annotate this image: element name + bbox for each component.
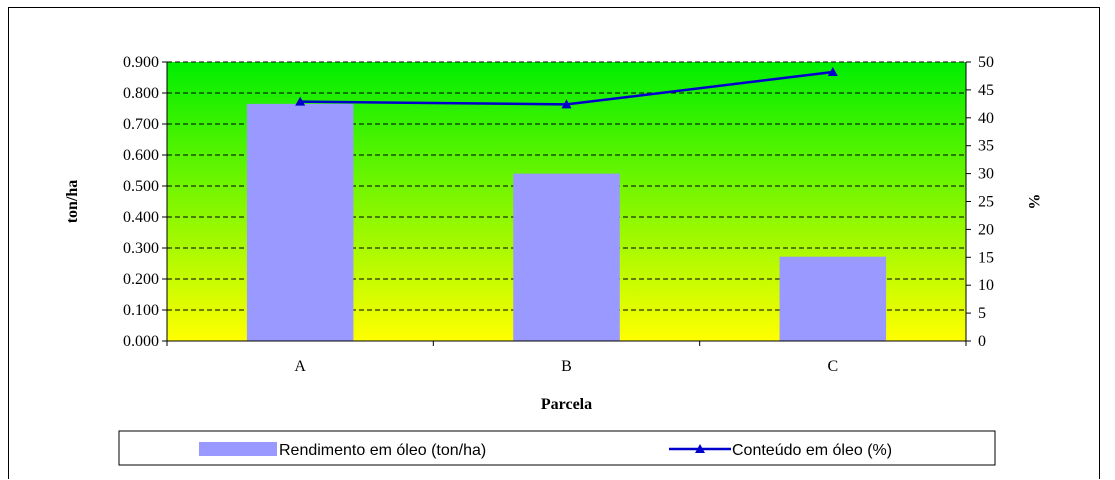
left-tick-label: 0.900 [123,54,159,71]
right-tick-label: 15 [978,249,994,266]
x-tick-label: B [561,358,572,375]
x-tick-label: C [827,358,838,375]
left-tick-label: 0.800 [123,85,159,102]
x-axis-title: Parcela [541,396,592,413]
left-tick-label: 0.300 [123,240,159,257]
right-tick-label: 40 [978,110,994,127]
bar-A [246,103,354,341]
right-tick-label: 45 [978,82,994,99]
left-tick-label: 0.500 [123,178,159,195]
right-tick-label: 30 [978,166,994,183]
left-tick-label: 0.200 [123,271,159,288]
line-marker-B [561,99,572,109]
chart-frame: 0.000 0.100 0.200 0.300 0.400 0.500 0.600 0.700… [8,7,1100,479]
left-tick-label: 0.100 [123,302,159,319]
left-tick-label: 0.400 [123,209,159,226]
x-tick-label: A [294,358,306,375]
right-tick-label: 25 [978,194,994,211]
legend-line-label: Conteúdo em óleo (%) [732,442,892,459]
legend-bar-swatch [199,442,277,456]
right-tick-label: 35 [978,138,994,155]
bar-B [513,173,620,341]
right-tick-label: 5 [978,305,986,322]
combo-chart: 0.000 0.100 0.200 0.300 0.400 0.500 0.600 0.700… [64,54,1042,466]
left-tick-label: 0.600 [123,147,159,164]
right-tick-label: 10 [978,277,994,294]
legend-line-marker [695,444,705,453]
right-tick-label: 50 [978,54,994,71]
y2-axis-title: % [1025,194,1042,210]
bar-C [779,256,887,341]
legend-bar-label: Rendimento em óleo (ton/ha) [279,442,486,459]
right-tick-label: 20 [978,221,994,238]
line-marker-A [295,96,306,106]
left-tick-label: 0.700 [123,116,159,133]
line-marker-C [827,67,838,77]
left-tick-label: 0.000 [123,333,159,350]
y-axis-title: ton/ha [64,180,81,224]
right-tick-label: 0 [978,333,986,350]
